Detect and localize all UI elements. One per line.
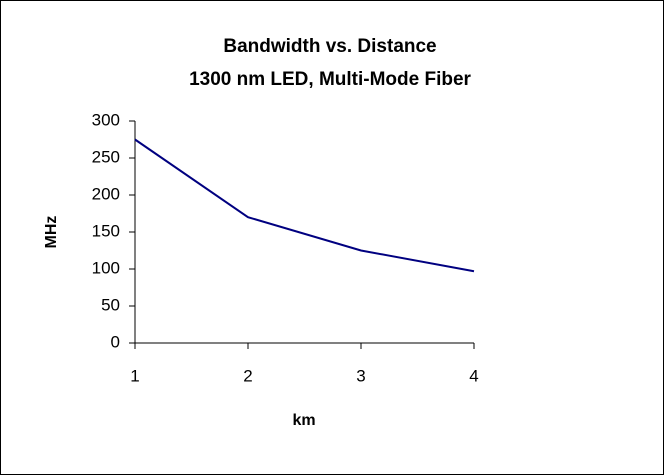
x-tick-label: 2	[243, 366, 252, 385]
x-tick-label: 4	[469, 366, 478, 385]
x-tick-label: 1	[130, 366, 139, 385]
y-tick-label: 300	[92, 110, 120, 129]
y-tick-label: 50	[101, 295, 120, 314]
x-tick-label: 3	[356, 366, 365, 385]
chart-subtitle: 1300 nm LED, Multi-Mode Fiber	[189, 69, 471, 90]
y-tick-label: 100	[92, 258, 120, 277]
y-tick-label: 150	[92, 221, 120, 240]
y-tick-label: 250	[92, 147, 120, 166]
x-axis-title: km	[292, 412, 315, 429]
chart-title: Bandwidth vs. Distance	[223, 36, 436, 57]
y-axis-title: MHz	[43, 216, 60, 249]
y-tick-label: 200	[92, 184, 120, 203]
y-tick-label: 0	[111, 332, 120, 351]
line-series	[134, 138, 475, 273]
